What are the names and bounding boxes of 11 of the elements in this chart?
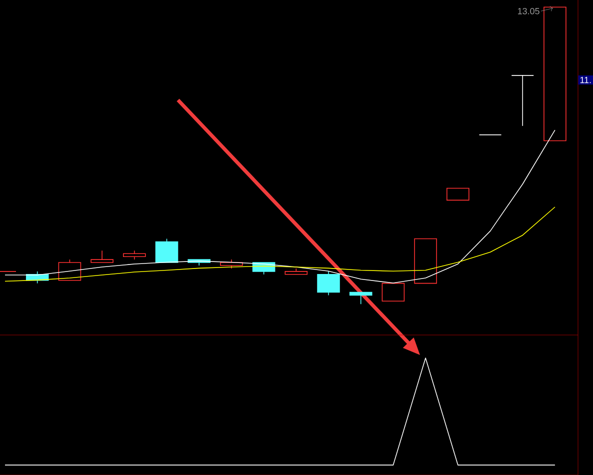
candlestick <box>349 292 372 305</box>
text: 11. <box>580 76 591 84</box>
candlestick <box>414 238 437 284</box>
candlestick <box>511 75 534 126</box>
candlestick <box>382 282 405 302</box>
candlestick <box>123 250 146 260</box>
candlestick <box>155 238 178 263</box>
candlestick <box>446 188 470 201</box>
candlestick <box>317 271 340 296</box>
candlestick <box>90 250 114 263</box>
annotation: 13.05 <box>518 8 540 14</box>
